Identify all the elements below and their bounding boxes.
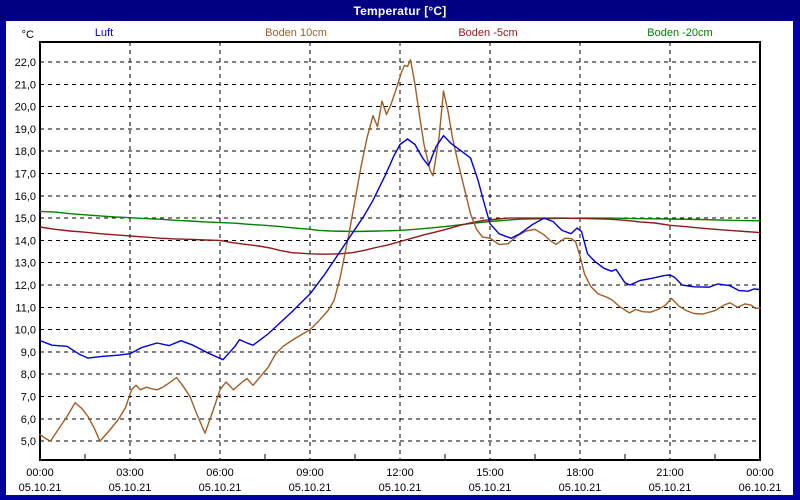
data-series bbox=[39, 59, 761, 442]
x-tick-date-label: 05.10.21 bbox=[109, 482, 152, 494]
y-tick-label: 7,0 bbox=[21, 391, 36, 403]
x-tick-date-label: 05.10.21 bbox=[19, 482, 62, 494]
x-tick-date-label: 05.10.21 bbox=[649, 482, 692, 494]
y-tick-label: 12,0 bbox=[15, 280, 36, 292]
axis-labels: 22,0 21,0 20,0 19,0 18,0 17,0 16,0 15,0 14,0 13,0… bbox=[15, 57, 782, 494]
y-tick-label: 19,0 bbox=[15, 124, 36, 136]
series-line-boden--5cm bbox=[39, 217, 761, 255]
x-tick-time-label: 21:00 bbox=[656, 467, 684, 479]
y-tick-label: 21,0 bbox=[15, 79, 36, 91]
x-tick-time-label: 15:00 bbox=[476, 467, 504, 479]
x-tick-time-label: 00:00 bbox=[26, 467, 54, 479]
legend-label-boden: Boden 10cm bbox=[265, 27, 327, 39]
legend-label-boden: Boden -20cm bbox=[647, 27, 712, 39]
x-tick-date-label: 06.10.21 bbox=[739, 482, 782, 494]
y-tick-label: 16,0 bbox=[15, 191, 36, 203]
plot-frame bbox=[39, 41, 761, 461]
y-tick-label: 13,0 bbox=[15, 258, 36, 270]
y-tick-label: 17,0 bbox=[15, 169, 36, 181]
x-tick-date-label: 05.10.21 bbox=[379, 482, 422, 494]
series-line-luft bbox=[39, 134, 761, 361]
legend-label-boden: Boden -5cm bbox=[458, 27, 517, 39]
y-tick-label: 20,0 bbox=[15, 102, 36, 114]
x-tick-time-label: 18:00 bbox=[566, 467, 594, 479]
y-tick-label: 6,0 bbox=[21, 414, 36, 426]
x-tick-date-label: 05.10.21 bbox=[199, 482, 242, 494]
x-tick-date-label: 05.10.21 bbox=[289, 482, 332, 494]
window-title: Temperatur [°C] bbox=[353, 3, 447, 18]
series-line-boden-10cm bbox=[39, 59, 761, 442]
x-tick-time-label: 03:00 bbox=[116, 467, 144, 479]
chart-legend: Luft Boden 10cm Boden -5cm Boden -20cm bbox=[95, 27, 713, 39]
y-tick-label: 8,0 bbox=[21, 369, 36, 381]
legend-label-luft: Luft bbox=[95, 27, 113, 39]
x-tick-time-label: 06:00 bbox=[206, 467, 234, 479]
x-tick-time-label: 09:00 bbox=[296, 467, 324, 479]
y-tick-label: 5,0 bbox=[21, 436, 36, 448]
y-tick-label: 14,0 bbox=[15, 235, 36, 247]
y-axis-unit-label: °C bbox=[22, 29, 34, 41]
y-tick-label: 18,0 bbox=[15, 146, 36, 158]
title-bar: Temperatur [°C] bbox=[0, 0, 800, 21]
x-tick-time-label: 00:00 bbox=[746, 467, 774, 479]
y-tick-label: 15,0 bbox=[15, 213, 36, 225]
y-tick-label: 11,0 bbox=[15, 302, 36, 314]
grid-lines bbox=[40, 42, 760, 460]
x-tick-date-label: 05.10.21 bbox=[559, 482, 602, 494]
y-tick-label: 10,0 bbox=[15, 325, 36, 337]
x-tick-time-label: 12:00 bbox=[386, 467, 414, 479]
y-tick-label: 9,0 bbox=[21, 347, 36, 359]
x-tick-date-label: 05.10.21 bbox=[469, 482, 512, 494]
y-tick-label: 22,0 bbox=[15, 57, 36, 69]
